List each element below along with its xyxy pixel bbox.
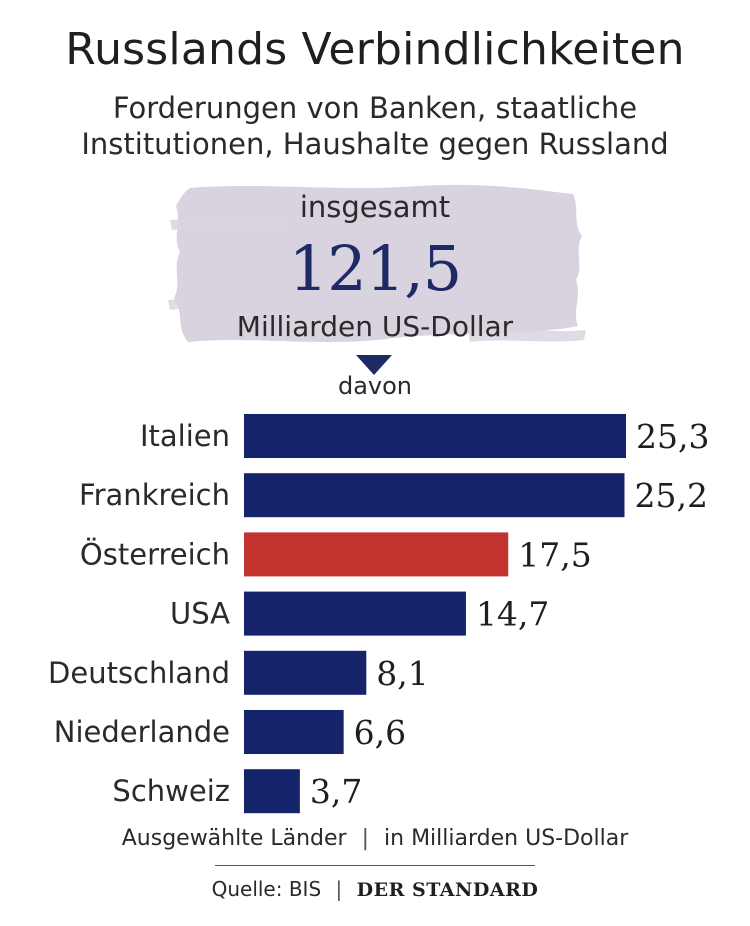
category-label-niederlande: Niederlande — [54, 715, 230, 749]
value-label-niederlande: 6,6 — [354, 713, 406, 752]
total-value: 121,5 — [288, 232, 463, 305]
chart-title: Russlands Verbindlichkeiten — [65, 24, 685, 75]
bar-sterreich — [244, 532, 509, 577]
category-label-deutschland: Deutschland — [48, 656, 230, 690]
source-separator: | — [335, 877, 343, 901]
subtitle-line-2: Institutionen, Haushalte gegen Russland — [81, 127, 669, 161]
bar-schweiz — [244, 769, 300, 814]
davon-label: davon — [337, 372, 413, 400]
brand-logo: DER STANDARD — [356, 879, 539, 901]
footnote: Ausgewählte Länder | in Milliarden US-Do… — [0, 826, 750, 851]
bar-usa — [244, 591, 466, 636]
total-unit: Milliarden US-Dollar — [236, 310, 514, 343]
brush-stroke-background — [168, 184, 586, 342]
value-label-sterreich: 17,5 — [518, 535, 591, 574]
chart-subtitle: Forderungen von Banken, staatliche Insti… — [0, 90, 750, 162]
source-line: Quelle: BIS | DER STANDARD — [0, 877, 750, 901]
value-label-schweiz: 3,7 — [310, 772, 362, 811]
bar-niederlande — [244, 710, 344, 754]
category-label-sterreich: Österreich — [80, 537, 230, 571]
category-label-schweiz: Schweiz — [112, 774, 230, 808]
category-label-italien: Italien — [140, 419, 230, 453]
bar-deutschland — [244, 650, 367, 695]
source-label: Quelle: BIS — [211, 877, 322, 901]
bar-italien — [244, 414, 626, 458]
value-label-usa: 14,7 — [476, 595, 549, 634]
footnote-selected: Ausgewählte Länder — [121, 826, 347, 851]
category-label-usa: USA — [170, 597, 230, 631]
total-label: insgesamt — [299, 190, 451, 224]
bar-frankreich — [244, 473, 625, 518]
value-label-deutschland: 8,1 — [376, 654, 428, 693]
value-label-italien: 25,3 — [636, 417, 709, 456]
footnote-unit: in Milliarden US-Dollar — [384, 826, 629, 851]
value-label-frankreich: 25,2 — [634, 476, 707, 515]
category-label-frankreich: Frankreich — [79, 478, 230, 512]
divider — [215, 865, 535, 866]
subtitle-line-1: Forderungen von Banken, staatliche — [112, 91, 638, 125]
footnote-separator: | — [361, 826, 370, 851]
triangle-down-icon — [356, 355, 392, 375]
